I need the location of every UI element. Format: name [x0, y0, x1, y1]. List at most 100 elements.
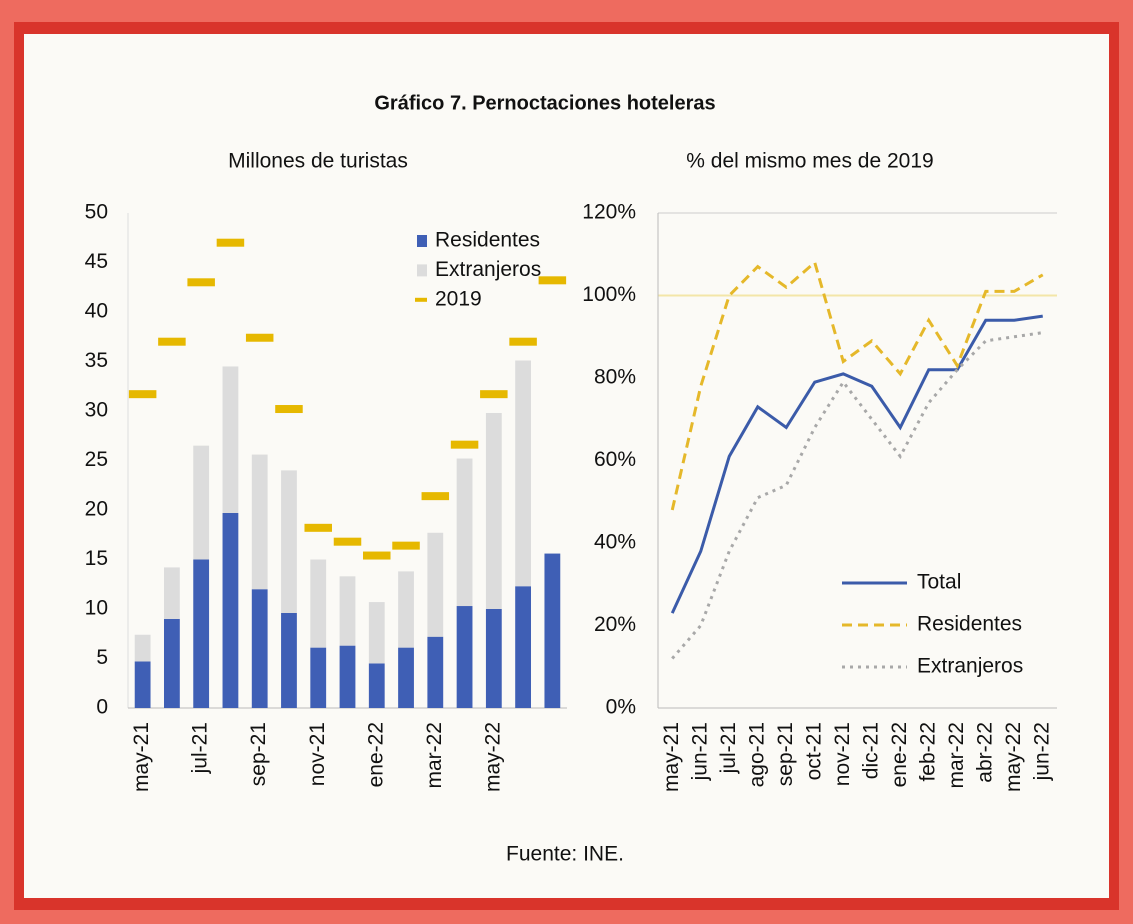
bar: [368, 663, 385, 708]
line-series: [670, 314, 1043, 614]
legend-label: Extranjeros: [435, 258, 541, 281]
legend-swatch: [415, 297, 427, 302]
marker-2019: [333, 537, 362, 546]
bar: [134, 634, 151, 662]
x-tick-label: jul-21: [717, 722, 740, 774]
x-tick-label: may-22: [481, 722, 504, 792]
y-tick-label: 40: [85, 300, 108, 323]
legend-swatch: [417, 264, 427, 277]
y-tick-label: 50: [85, 201, 108, 224]
bar: [339, 645, 356, 708]
marker-2019: [275, 405, 303, 414]
legend-label: Residentes: [917, 613, 1022, 636]
bar: [163, 567, 180, 619]
bar: [281, 612, 297, 708]
x-tick-label: jul-21: [189, 722, 212, 774]
marker-2019: [480, 390, 508, 399]
bar: [515, 360, 532, 587]
y-tick-label: 10: [85, 597, 108, 620]
x-tick-label: may-21: [130, 722, 153, 792]
x-tick-label: nov-21: [831, 722, 854, 786]
x-tick-label: dic-21: [859, 722, 882, 779]
y-tick-label: 30: [85, 399, 108, 422]
marker-2019: [216, 238, 245, 247]
y-tick-label: 5: [96, 646, 108, 669]
marker-2019: [421, 492, 450, 501]
figure-title: Gráfico 7. Pernoctaciones hoteleras: [374, 92, 715, 114]
legend-swatch: [417, 235, 427, 247]
y-tick-label: 20: [85, 498, 108, 521]
bar: [193, 445, 210, 560]
right-subtitle: % del mismo mes de 2019: [686, 150, 933, 173]
x-tick-label: ene-22: [364, 722, 387, 787]
y-tick-label: 45: [85, 250, 108, 273]
marker-2019: [450, 440, 479, 449]
bar: [339, 576, 356, 646]
bar: [515, 586, 532, 708]
bar: [134, 661, 151, 708]
bar: [251, 454, 268, 590]
bar: [485, 412, 502, 609]
y-tick-label: 20%: [594, 613, 636, 636]
x-tick-label: nov-21: [306, 722, 329, 786]
line-series: [670, 259, 1044, 511]
bar: [456, 458, 473, 607]
bar: [427, 532, 444, 637]
y-tick-label: 100%: [582, 283, 636, 306]
marker-2019: [304, 523, 332, 532]
bar: [310, 559, 327, 648]
bar: [398, 647, 414, 708]
x-tick-label: jun-22: [1030, 722, 1053, 781]
legend-label: Extranjeros: [917, 655, 1023, 678]
x-tick-label: sep-21: [774, 722, 797, 786]
bar: [163, 618, 180, 708]
bar: [544, 553, 561, 708]
left-subtitle: Millones de turistas: [228, 150, 408, 173]
legend-label: Residentes: [435, 229, 540, 252]
x-tick-label: abr-22: [973, 722, 996, 783]
x-tick-label: sep-21: [247, 722, 270, 786]
bar: [398, 571, 414, 648]
y-tick-label: 0: [96, 696, 108, 719]
marker-2019: [392, 541, 420, 550]
bar: [310, 647, 327, 708]
x-tick-label: jun-21: [688, 722, 711, 781]
x-tick-label: oct-21: [802, 722, 825, 780]
x-tick-label: ago-21: [745, 722, 768, 787]
source: Fuente: INE.: [506, 843, 624, 866]
marker-2019: [187, 278, 215, 287]
bar: [427, 636, 444, 708]
bar: [222, 366, 239, 513]
legend-label: 2019: [435, 287, 482, 310]
y-tick-label: 80%: [594, 366, 636, 389]
marker-2019: [245, 333, 274, 342]
x-tick-label: mar-22: [423, 722, 446, 789]
marker-2019: [538, 276, 567, 285]
y-tick-label: 35: [85, 349, 108, 372]
bar: [368, 602, 385, 664]
marker-2019: [158, 337, 186, 346]
y-tick-label: 120%: [582, 201, 636, 224]
legend-label: Total: [917, 571, 961, 594]
y-tick-label: 40%: [594, 531, 636, 554]
x-tick-label: may-22: [1002, 722, 1025, 792]
marker-2019: [363, 551, 391, 560]
x-tick-label: ene-22: [888, 722, 911, 787]
x-tick-label: mar-22: [945, 722, 968, 789]
bar: [222, 512, 239, 708]
x-tick-label: may-21: [660, 722, 683, 792]
y-tick-label: 60%: [594, 448, 636, 471]
x-tick-label: feb-22: [916, 722, 939, 782]
bar: [251, 589, 268, 708]
y-tick-label: 15: [85, 547, 108, 570]
bar: [456, 606, 473, 708]
y-tick-label: 0%: [606, 696, 636, 719]
marker-2019: [509, 337, 537, 346]
y-tick-label: 25: [85, 448, 108, 471]
bar: [485, 609, 502, 708]
marker-2019: [128, 390, 157, 399]
bar: [281, 470, 297, 613]
bar: [193, 559, 210, 708]
